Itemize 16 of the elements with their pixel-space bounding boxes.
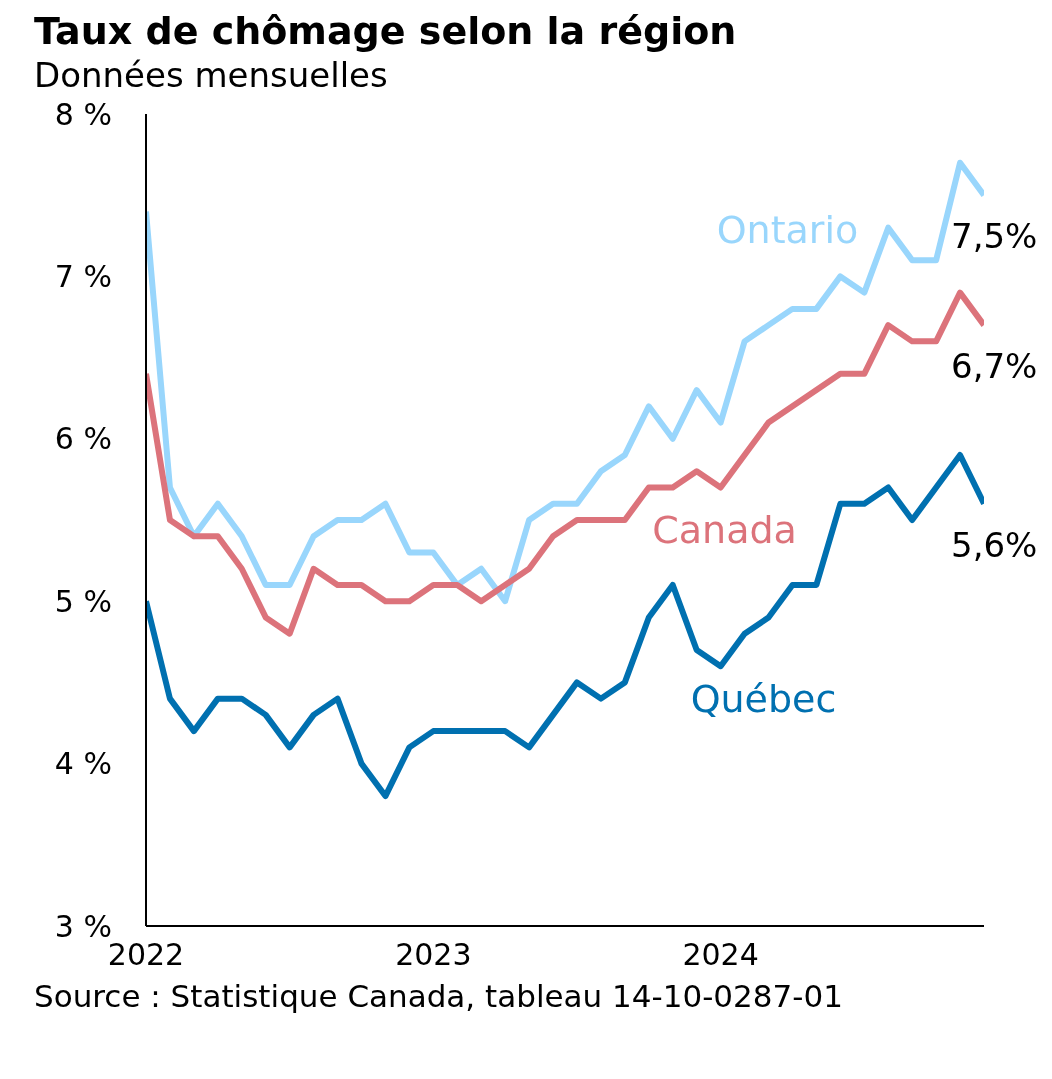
data-label: 6,7% <box>951 346 1038 387</box>
y-tick-label: 4 % <box>54 746 112 782</box>
source-note: Source : Statistique Canada, tableau 14-10-0287-01 <box>34 977 844 1016</box>
chart-title: Taux de chômage selon la région <box>33 8 738 54</box>
series-label: Canada <box>652 508 797 553</box>
chart-subtitle: Données mensuelles <box>33 54 389 96</box>
x-tick-label: 2024 <box>682 937 759 973</box>
data-label: 5,6% <box>951 524 1038 565</box>
y-tick-label: 5 % <box>54 583 112 619</box>
series-label: Ontario <box>716 207 859 252</box>
x-tick-label: 2023 <box>395 937 472 973</box>
y-tick-label: 6 % <box>54 421 112 457</box>
data-label: 7,5% <box>951 216 1038 257</box>
series-label: Québec <box>690 677 837 722</box>
y-tick-label: 7 % <box>54 259 112 295</box>
y-tick-label: 8 % <box>54 96 112 132</box>
